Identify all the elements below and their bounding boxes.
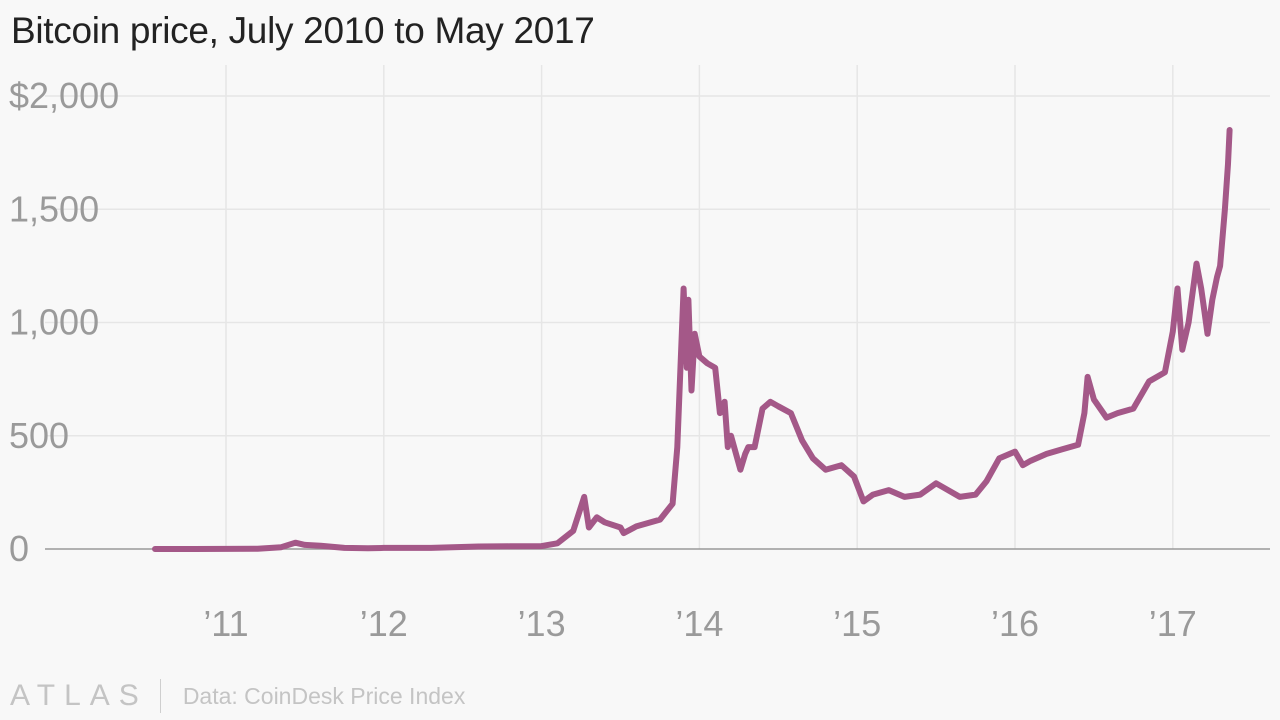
x-tick-label: ’16 bbox=[991, 603, 1039, 644]
y-axis-tick-labels: 0 500 1,000 1,500 $2,000 bbox=[9, 75, 119, 569]
atlas-logo: ATLAS bbox=[10, 679, 148, 712]
x-tick-label: ’12 bbox=[360, 603, 408, 644]
x-tick-label: ’15 bbox=[833, 603, 881, 644]
price-series-line bbox=[152, 127, 1233, 552]
x-tick-label: ’17 bbox=[1149, 603, 1197, 644]
y-tick-label: 1,000 bbox=[9, 302, 99, 343]
x-tick-label: ’11 bbox=[203, 603, 248, 644]
y-tick-label: $2,000 bbox=[9, 75, 119, 116]
data-source: Data: CoinDesk Price Index bbox=[182, 682, 466, 709]
footer-divider bbox=[159, 679, 161, 713]
y-tick-label: 1,500 bbox=[9, 188, 99, 229]
y-tick-label: 0 bbox=[9, 528, 29, 569]
horizontal-gridlines bbox=[45, 95, 1270, 437]
x-tick-label: ’14 bbox=[675, 603, 723, 644]
vertical-gridlines bbox=[225, 65, 1174, 549]
footer: ATLAS Data: CoinDesk Price Index bbox=[10, 678, 465, 714]
y-tick-label: 500 bbox=[9, 415, 69, 456]
x-tick-label: ’13 bbox=[518, 603, 566, 644]
x-axis-tick-labels: ’11 ’12 ’13 ’14 ’15 ’16 ’17 bbox=[203, 603, 1197, 644]
chart-title: Bitcoin price, July 2010 to May 2017 bbox=[11, 10, 595, 51]
